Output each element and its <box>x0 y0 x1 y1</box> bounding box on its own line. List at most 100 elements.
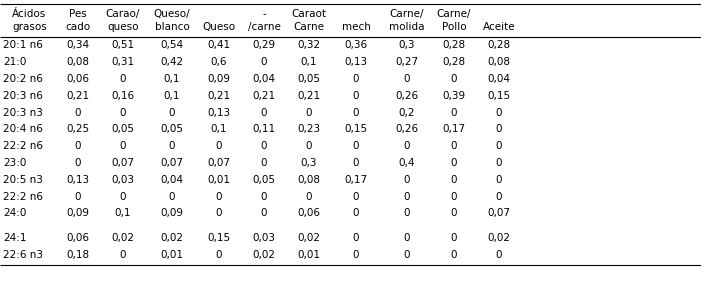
Text: Caraot: Caraot <box>292 9 327 19</box>
Text: 0: 0 <box>404 175 410 185</box>
Text: 0,42: 0,42 <box>161 57 184 67</box>
Text: 0: 0 <box>169 141 175 151</box>
Text: 0: 0 <box>120 141 126 151</box>
Text: 0,07: 0,07 <box>111 158 135 168</box>
Text: 0,17: 0,17 <box>344 175 367 185</box>
Text: 0,08: 0,08 <box>67 57 90 67</box>
Text: 0,13: 0,13 <box>207 108 231 118</box>
Text: 0,13: 0,13 <box>67 175 90 185</box>
Text: 0,05: 0,05 <box>161 124 184 134</box>
Text: 0,1: 0,1 <box>301 57 318 67</box>
Text: 0,15: 0,15 <box>487 91 510 101</box>
Text: 0,36: 0,36 <box>344 40 367 51</box>
Text: 0,02: 0,02 <box>111 233 135 243</box>
Text: 0: 0 <box>496 141 502 151</box>
Text: 0: 0 <box>120 192 126 201</box>
Text: 0,07: 0,07 <box>161 158 184 168</box>
Text: 0: 0 <box>120 250 126 260</box>
Text: 0: 0 <box>404 233 410 243</box>
Text: 0,1: 0,1 <box>164 74 180 84</box>
Text: 0,28: 0,28 <box>442 57 465 67</box>
Text: 0: 0 <box>216 250 222 260</box>
Text: 0,15: 0,15 <box>207 233 231 243</box>
Text: 0,02: 0,02 <box>252 250 275 260</box>
Text: 0,01: 0,01 <box>297 250 320 260</box>
Text: 0,34: 0,34 <box>67 40 90 51</box>
Text: 21:0: 21:0 <box>3 57 27 67</box>
Text: 0,02: 0,02 <box>161 233 184 243</box>
Text: blanco: blanco <box>155 22 189 32</box>
Text: 0: 0 <box>306 141 312 151</box>
Text: 0: 0 <box>353 74 359 84</box>
Text: 0: 0 <box>261 158 267 168</box>
Text: grasos: grasos <box>12 22 47 32</box>
Text: molida: molida <box>389 22 425 32</box>
Text: Carao/: Carao/ <box>106 9 140 19</box>
Text: 0,21: 0,21 <box>67 91 90 101</box>
Text: 0,54: 0,54 <box>161 40 184 51</box>
Text: 20:3 n3: 20:3 n3 <box>3 108 43 118</box>
Text: 0,1: 0,1 <box>211 124 227 134</box>
Text: 0,32: 0,32 <box>297 40 320 51</box>
Text: 0,07: 0,07 <box>207 158 231 168</box>
Text: 23:0: 23:0 <box>3 158 27 168</box>
Text: 20:5 n3: 20:5 n3 <box>3 175 43 185</box>
Text: 0,1: 0,1 <box>164 91 180 101</box>
Text: 0: 0 <box>75 192 81 201</box>
Text: 0: 0 <box>496 108 502 118</box>
Text: /carne: /carne <box>247 22 280 32</box>
Text: 0,27: 0,27 <box>395 57 418 67</box>
Text: 0,2: 0,2 <box>399 108 415 118</box>
Text: 0,03: 0,03 <box>252 233 275 243</box>
Text: mech: mech <box>341 22 370 32</box>
Text: 0,21: 0,21 <box>297 91 320 101</box>
Text: 0: 0 <box>353 208 359 218</box>
Text: 0: 0 <box>306 192 312 201</box>
Text: 0: 0 <box>216 192 222 201</box>
Text: Carne: Carne <box>294 22 325 32</box>
Text: 0: 0 <box>75 108 81 118</box>
Text: 0,07: 0,07 <box>487 208 510 218</box>
Text: 0,06: 0,06 <box>67 233 90 243</box>
Text: 0: 0 <box>75 141 81 151</box>
Text: 0,02: 0,02 <box>297 233 320 243</box>
Text: 0: 0 <box>404 208 410 218</box>
Text: 0: 0 <box>216 208 222 218</box>
Text: 0,4: 0,4 <box>399 158 415 168</box>
Text: 0: 0 <box>353 141 359 151</box>
Text: 0,21: 0,21 <box>207 91 231 101</box>
Text: -: - <box>262 9 266 19</box>
Text: 0: 0 <box>353 192 359 201</box>
Text: 0: 0 <box>451 208 457 218</box>
Text: 0,25: 0,25 <box>67 124 90 134</box>
Text: 0: 0 <box>353 108 359 118</box>
Text: 0,09: 0,09 <box>207 74 231 84</box>
Text: Ácidos: Ácidos <box>13 9 47 19</box>
Text: 0,31: 0,31 <box>111 57 135 67</box>
Text: 0,15: 0,15 <box>344 124 367 134</box>
Text: 20:3 n6: 20:3 n6 <box>3 91 43 101</box>
Text: cado: cado <box>65 22 90 32</box>
Text: 0: 0 <box>353 233 359 243</box>
Text: 0: 0 <box>261 57 267 67</box>
Text: 22:2 n6: 22:2 n6 <box>3 141 43 151</box>
Text: queso: queso <box>107 22 139 32</box>
Text: 0: 0 <box>261 192 267 201</box>
Text: 0: 0 <box>451 250 457 260</box>
Text: 0,08: 0,08 <box>487 57 510 67</box>
Text: Aceite: Aceite <box>483 22 515 32</box>
Text: 0: 0 <box>451 175 457 185</box>
Text: 20:4 n6: 20:4 n6 <box>3 124 43 134</box>
Text: Queso: Queso <box>203 22 236 32</box>
Text: 0,1: 0,1 <box>115 208 131 218</box>
Text: 0,6: 0,6 <box>211 57 227 67</box>
Text: 0: 0 <box>496 192 502 201</box>
Text: 20:2 n6: 20:2 n6 <box>3 74 43 84</box>
Text: 0: 0 <box>169 108 175 118</box>
Text: Queso/: Queso/ <box>154 9 190 19</box>
Text: 24:0: 24:0 <box>3 208 27 218</box>
Text: 0: 0 <box>216 141 222 151</box>
Text: 0: 0 <box>451 108 457 118</box>
Text: 0,01: 0,01 <box>161 250 184 260</box>
Text: 0,3: 0,3 <box>399 40 415 51</box>
